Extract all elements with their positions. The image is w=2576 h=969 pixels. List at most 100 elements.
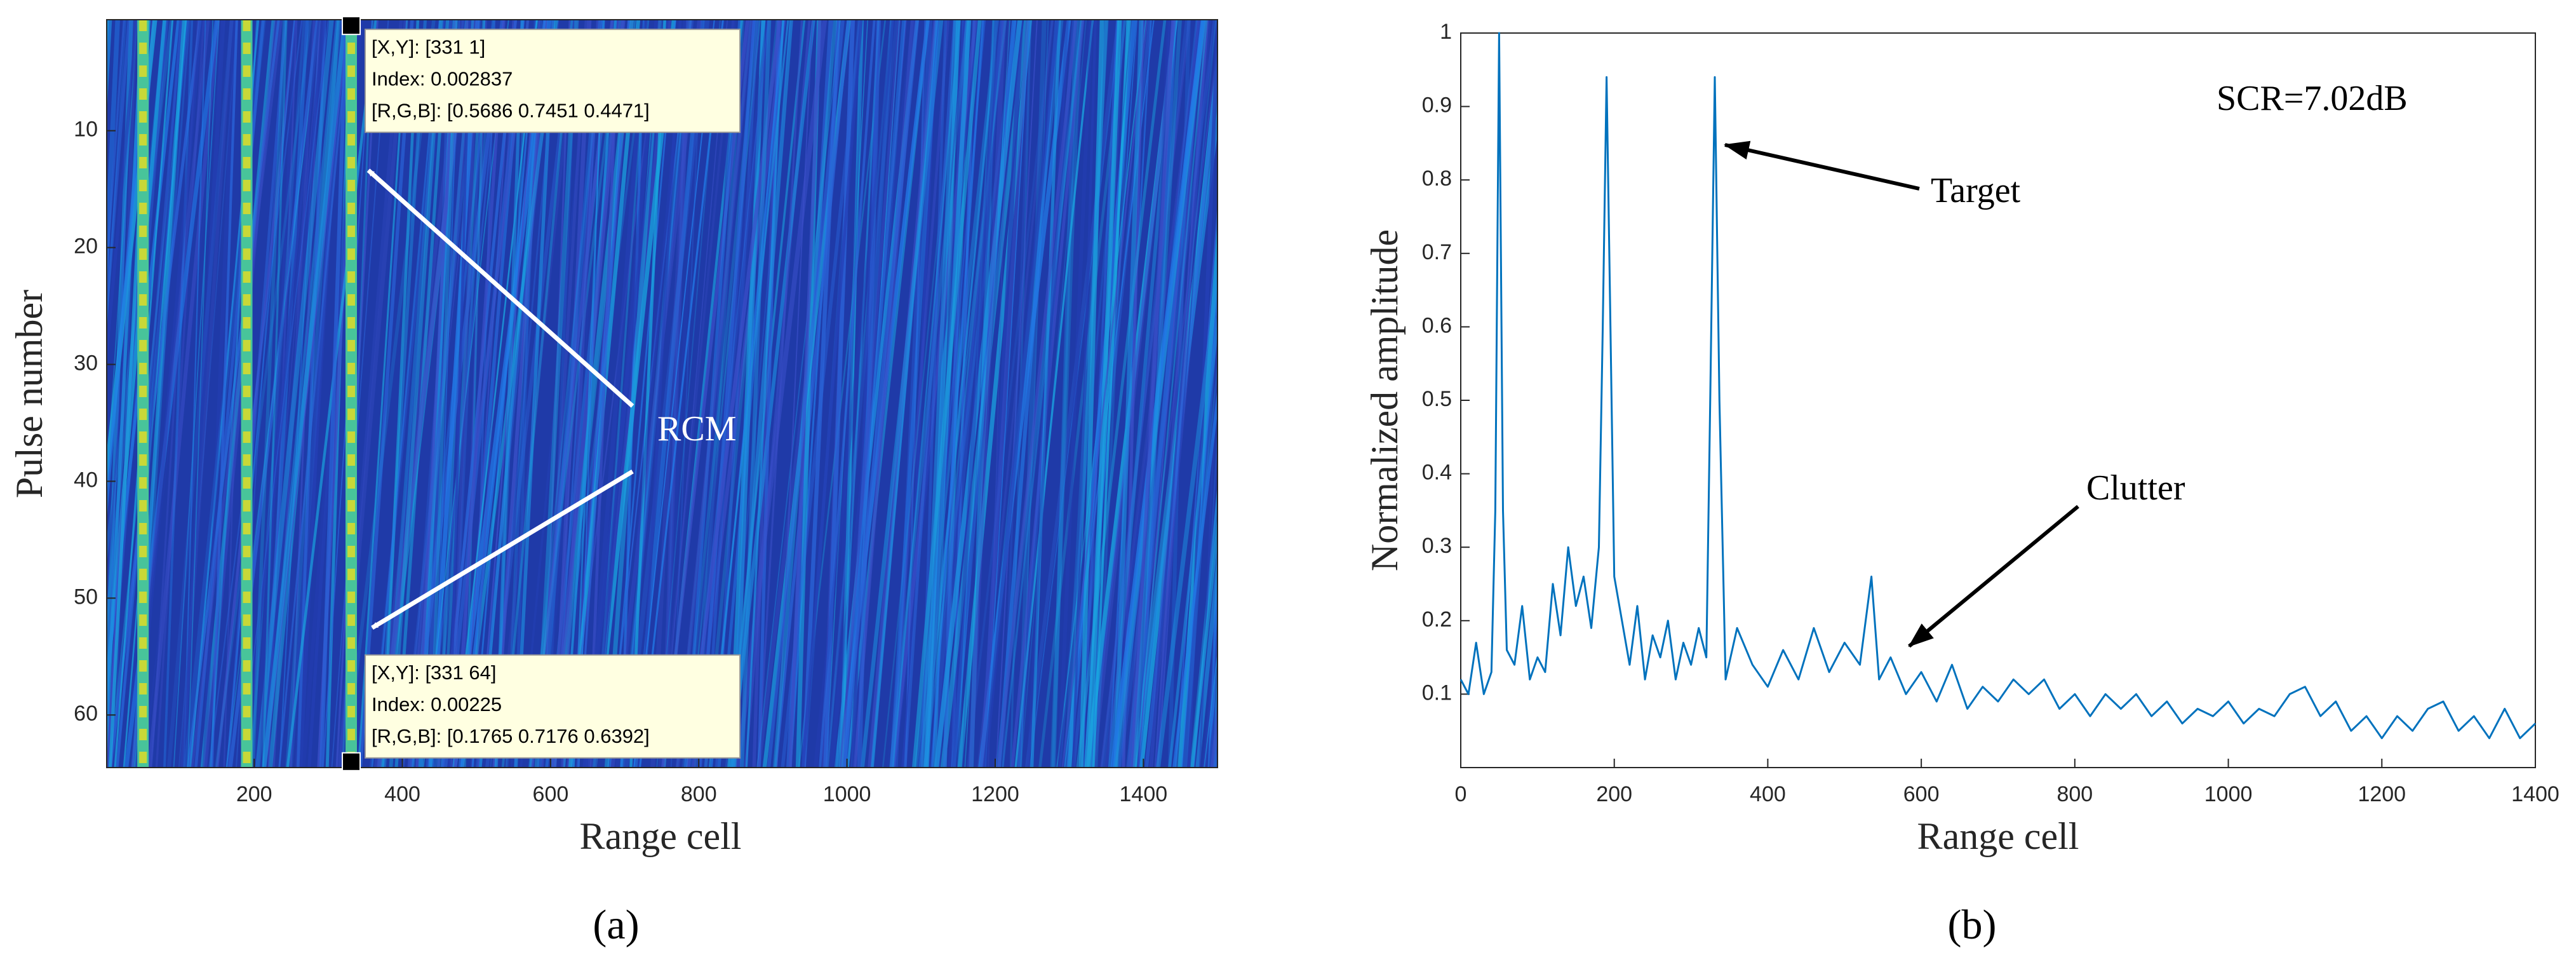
texture — [1230, 20, 1297, 768]
texture — [1280, 20, 1351, 768]
texture — [684, 20, 742, 768]
texture — [1260, 20, 1329, 768]
texture — [1050, 20, 1082, 768]
texture — [1135, 20, 1208, 768]
texture — [1002, 20, 1083, 768]
texture — [840, 20, 901, 768]
texture — [984, 20, 1030, 768]
y-tick-label: 30 — [74, 351, 98, 376]
texture — [776, 20, 814, 768]
datatip-text: [R,G,B]: [0.1765 0.7176 0.6392] — [372, 725, 650, 747]
texture — [123, 20, 187, 768]
y-tick-label: 40 — [74, 468, 98, 492]
texture — [813, 20, 896, 768]
texture — [661, 20, 749, 768]
texture — [407, 20, 476, 768]
texture — [842, 20, 906, 768]
texture — [1215, 746, 1218, 768]
texture — [534, 20, 579, 768]
x-tick-label: 1400 — [2511, 782, 2559, 806]
y-axis-label: Pulse number — [8, 290, 50, 498]
texture — [717, 20, 785, 768]
texture — [155, 20, 205, 768]
datatip-text: [X,Y]: [331 64] — [372, 661, 496, 684]
texture — [774, 20, 850, 768]
texture — [698, 20, 756, 768]
x-tick-label: 1200 — [971, 782, 1019, 806]
texture — [1238, 20, 1259, 768]
texture — [254, 20, 306, 768]
texture — [595, 20, 662, 768]
texture — [1149, 20, 1212, 768]
texture — [903, 20, 956, 768]
texture — [1257, 20, 1343, 768]
plot-frame — [1460, 32, 2536, 768]
texture — [756, 20, 842, 768]
y-tick-label: 0.8 — [1422, 166, 1452, 191]
texture — [1210, 699, 1218, 768]
y-axis-label: Normalized amplitude — [1364, 229, 1405, 571]
texture — [452, 20, 538, 768]
plot-frame — [106, 19, 1218, 768]
datatip-text: [R,G,B]: [0.5686 0.7451 0.4471] — [372, 99, 650, 121]
texture — [371, 20, 441, 768]
texture — [767, 20, 845, 768]
y-tick-label: 10 — [74, 118, 98, 142]
texture — [251, 20, 286, 768]
texture — [1118, 20, 1217, 768]
y-tick-label: 0.6 — [1422, 313, 1452, 337]
panel-a: 200 400 600 800 1000 1200 1400 10 20 30 40 50 60 [X,Y… — [74, 16, 1365, 806]
texture — [1268, 20, 1339, 768]
texture — [173, 20, 220, 768]
texture — [639, 20, 724, 768]
texture — [1014, 20, 1094, 768]
texture — [288, 20, 346, 768]
texture — [1270, 20, 1365, 768]
x-axis-label: Range cell — [580, 815, 742, 857]
texture — [257, 20, 322, 768]
texture — [1262, 20, 1342, 768]
texture — [1100, 20, 1191, 768]
texture — [930, 20, 984, 768]
texture — [1207, 681, 1218, 768]
texture — [208, 20, 303, 768]
texture — [358, 20, 414, 768]
texture — [1057, 20, 1094, 768]
texture — [968, 20, 1007, 768]
annotation: RCM — [657, 409, 737, 449]
x-tick-label: 400 — [1750, 782, 1786, 806]
texture — [904, 20, 927, 768]
texture — [501, 20, 574, 768]
texture — [1155, 20, 1214, 768]
texture — [983, 20, 1059, 768]
x-tick-label: 800 — [681, 782, 717, 806]
texture — [802, 20, 841, 768]
texture — [1061, 20, 1148, 768]
texture — [675, 20, 753, 768]
x-tick-label: 0 — [1455, 782, 1467, 806]
texture — [537, 20, 603, 768]
texture — [842, 20, 920, 768]
texture — [460, 20, 546, 768]
caption: (b) — [1948, 902, 1997, 948]
texture — [540, 20, 588, 768]
texture — [107, 20, 144, 765]
texture — [187, 20, 214, 768]
y-tick-label: 20 — [74, 234, 98, 259]
texture — [1286, 20, 1319, 768]
datatip-box — [365, 29, 741, 133]
texture — [1256, 20, 1289, 768]
texture — [731, 20, 793, 768]
texture — [1256, 20, 1327, 768]
texture — [832, 20, 868, 768]
texture — [215, 20, 312, 768]
texture — [448, 20, 471, 768]
texture — [225, 20, 295, 768]
texture — [1132, 20, 1182, 768]
texture — [1024, 20, 1120, 768]
texture — [619, 20, 692, 768]
texture — [1101, 20, 1189, 768]
y-tick-label: 0.2 — [1422, 607, 1452, 632]
texture — [828, 20, 916, 768]
texture — [819, 20, 876, 768]
